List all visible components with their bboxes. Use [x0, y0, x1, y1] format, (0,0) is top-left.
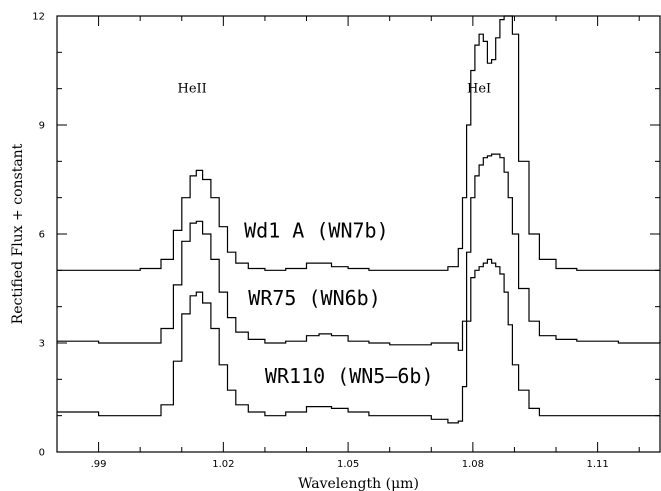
annotation-layer: Wd1 A (WN7b) WR75 (WN6b) WR110 (WN5–6b) HeI…	[177, 82, 491, 388]
y-axis-label: Rectified Flux + constant	[10, 143, 26, 324]
x-axis-ticks: .99 1.02 1.05 1.08 1.11	[56, 16, 640, 470]
series-label-1: Wd1 A (WN7b)	[244, 219, 389, 243]
x-tick-label: 1.08	[462, 459, 484, 470]
x-tick-label: 1.11	[586, 459, 608, 470]
y-tick-label: 0	[39, 448, 45, 459]
x-tick-label: 1.02	[212, 459, 234, 470]
x-tick-label: .99	[91, 459, 107, 470]
series-layer	[57, 15, 661, 424]
x-tick-label: 1.05	[337, 459, 359, 470]
series-line-3	[57, 258, 660, 424]
y-tick-label: 6	[39, 230, 45, 241]
series-label-2: WR75 (WN6b)	[248, 286, 380, 310]
x-axis-label: Wavelength (μm)	[298, 476, 419, 491]
line-annotation-2: HeI	[467, 82, 491, 97]
series-line-2	[57, 153, 661, 351]
y-tick-label: 12	[32, 12, 45, 23]
series-label-3: WR110 (WN5–6b)	[265, 364, 434, 388]
series-line-1	[57, 15, 660, 271]
y-tick-label: 9	[39, 121, 45, 132]
line-annotation-1: HeII	[177, 82, 206, 97]
y-tick-label: 3	[39, 339, 45, 350]
